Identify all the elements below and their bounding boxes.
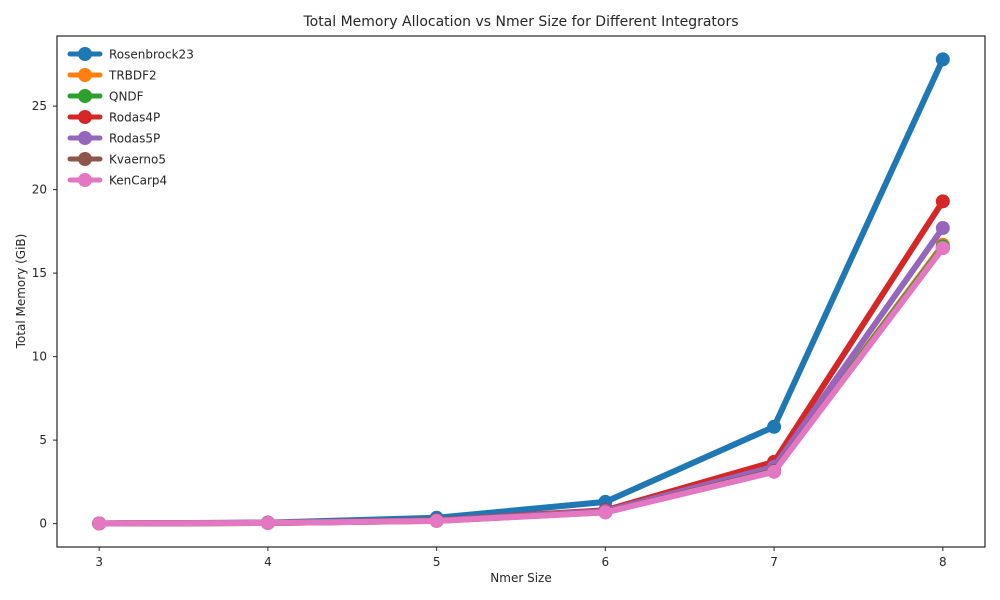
data-point [429,513,444,528]
data-point [260,515,275,530]
data-point [935,52,950,67]
x-tick-label: 7 [770,555,778,569]
series-line [96,245,946,527]
data-point [935,241,950,256]
legend-item: Rodas5P [67,131,160,146]
series-layer [92,52,950,531]
legend-item: Kvaerno5 [67,152,166,167]
chart-title: Total Memory Allocation vs Nmer Size for… [302,14,738,30]
data-point [598,505,613,520]
y-axis-label: Total Memory (GiB) [14,234,28,350]
legend-swatch-marker [78,89,92,103]
data-point [935,221,950,236]
y-tick-label: 15 [32,266,47,280]
plot-area [56,35,986,548]
data-point [767,419,782,434]
legend-label: QNDF [109,90,144,104]
legend: Rosenbrock23 TRBDF2 QNDF Rodas4P Rodas5P Kvae… [67,47,194,188]
y-tick-label: 20 [32,183,47,197]
legend-swatch-marker [78,47,92,61]
legend-swatch-marker [78,173,92,187]
legend-label: Rodas4P [109,111,160,125]
data-point [935,194,950,209]
legend-label: Kvaerno5 [109,153,166,167]
y-tick-label: 10 [32,350,47,364]
data-point [767,464,782,479]
y-tick-label: 5 [39,433,47,447]
legend-item: QNDF [67,89,144,104]
x-tick-label: 6 [602,555,610,569]
legend-swatch-marker [78,110,92,124]
x-tick-label: 8 [939,555,947,569]
x-axis-label: Nmer Size [490,571,551,585]
y-tick-label: 0 [39,517,47,531]
y-tick-label: 25 [32,99,47,113]
legend-label: KenCarp4 [109,174,167,188]
data-point [92,516,107,531]
legend-item: Rodas4P [67,110,160,125]
legend-item: KenCarp4 [67,173,167,188]
legend-label: Rosenbrock23 [109,48,194,62]
legend-label: TRBDF2 [108,69,157,83]
x-tick-label: 4 [264,555,272,569]
x-tick-label: 5 [433,555,441,569]
legend-item: TRBDF2 [67,68,157,83]
y-axis: 0 5 10 15 20 25 [32,99,57,531]
x-tick-label: 3 [95,555,103,569]
series-kencarp4 [92,241,950,531]
legend-swatch-marker [78,68,92,82]
x-axis: 3 4 5 6 7 8 [95,547,947,569]
legend-item: Rosenbrock23 [67,47,194,62]
legend-swatch-marker [78,152,92,166]
legend-swatch-marker [78,131,92,145]
legend-label: Rodas5P [109,132,160,146]
